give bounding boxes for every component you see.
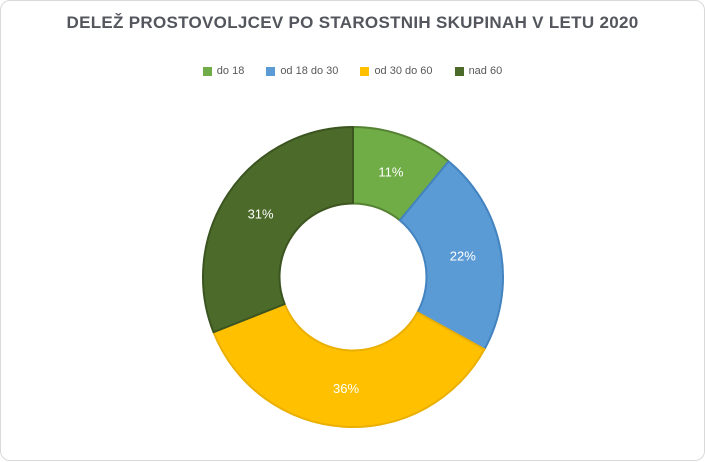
- legend-item-nad-60[interactable]: nad 60: [454, 65, 503, 77]
- donut-slice-od-30-do-60[interactable]: [212, 303, 486, 429]
- legend-label-od-30-do-60: od 30 do 60: [374, 65, 433, 77]
- chart-title: DELEŽ PROSTOVOLJCEV PO STAROSTNIH SKUPIN…: [66, 13, 639, 32]
- legend-swatch-od-30-do-60: [360, 66, 370, 76]
- donut-slice-od-18-do-30[interactable]: [398, 160, 504, 351]
- donut-slice-nad-60[interactable]: [202, 126, 354, 334]
- legend-swatch-do-18: [202, 66, 212, 76]
- legend-item-od-18-do-30[interactable]: od 18 do 30: [266, 65, 338, 77]
- legend-swatch-nad-60: [454, 66, 464, 76]
- legend-swatch-od-18-do-30: [266, 66, 276, 76]
- legend-label-nad-60: nad 60: [468, 65, 503, 77]
- slice-label-do-18: 11%: [378, 164, 403, 179]
- slice-label-od-30-do-60: 36%: [333, 381, 359, 396]
- legend-label-od-18-do-30: od 18 do 30: [280, 65, 339, 77]
- legend-item-do-18[interactable]: do 18: [202, 65, 245, 77]
- legend-label-do-18: do 18: [216, 65, 245, 77]
- slice-label-od-18-do-30: 22%: [450, 249, 476, 264]
- slice-label-nad-60: 31%: [248, 207, 274, 222]
- chart-legend: do 18 od 18 do 30 od 30 do 60 nad 60: [1, 65, 704, 77]
- legend-item-od-30-do-60[interactable]: od 30 do 60: [360, 65, 433, 77]
